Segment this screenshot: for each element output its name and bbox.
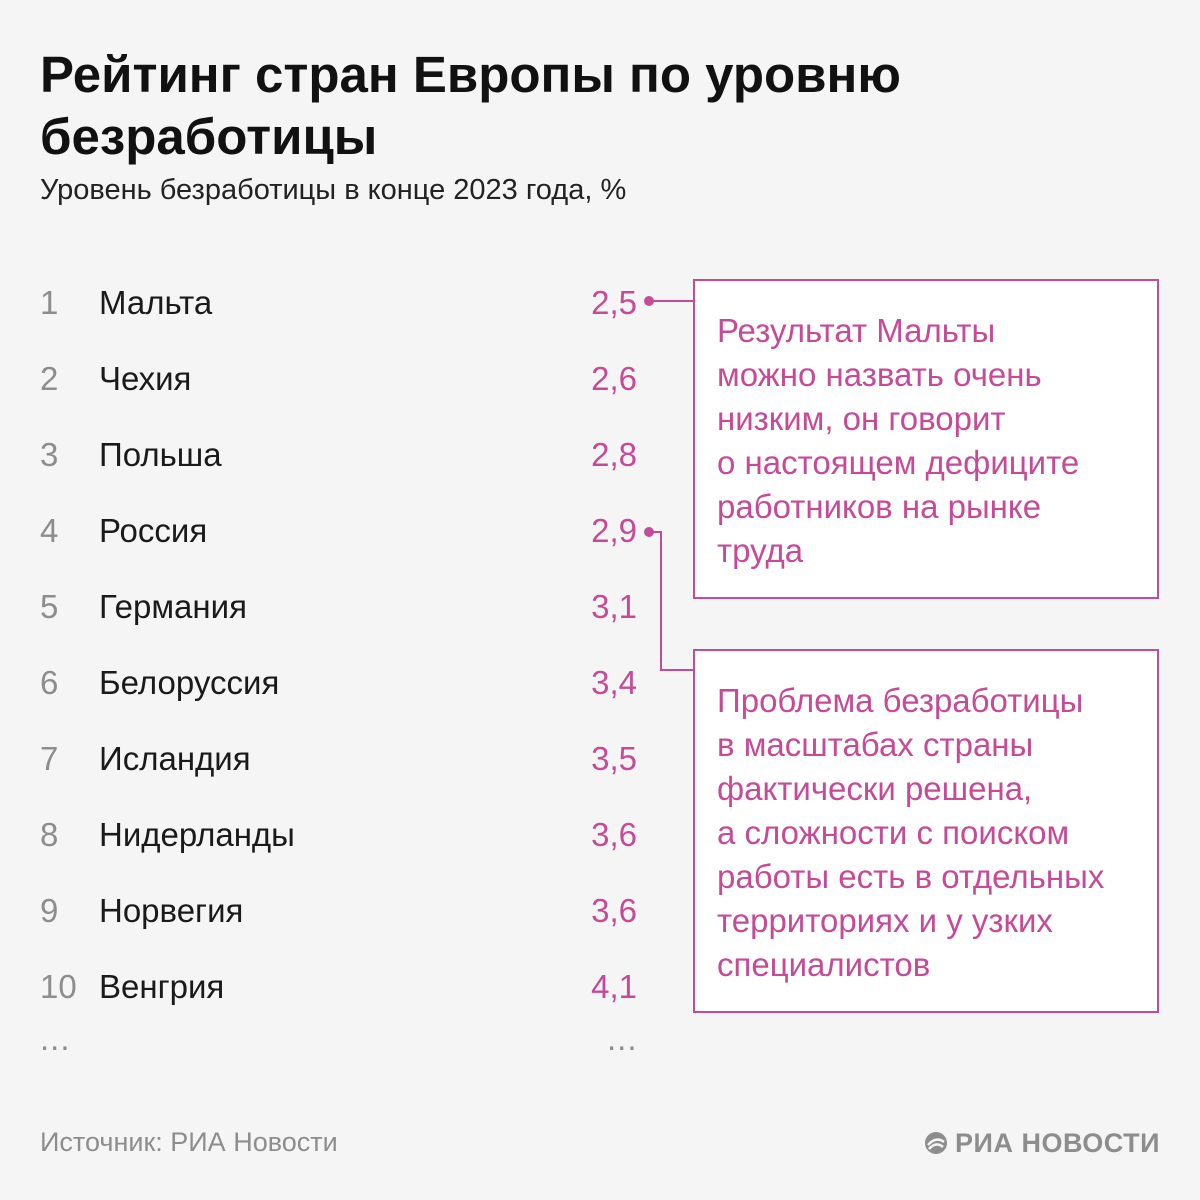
table-row: 4 Россия 2,9 [0, 512, 660, 552]
value-label: 3,1 [591, 588, 637, 625]
value-label: 3,6 [591, 892, 637, 929]
rank-label: 8 [40, 816, 59, 853]
callout-line: низким, он говорит [717, 400, 1006, 437]
callout-russia: Проблема безработицы в масштабах страны фа… [693, 649, 1159, 1013]
ria-logo-icon [925, 1132, 948, 1154]
country-label: Россия [99, 512, 208, 549]
table-row: 9 Норвегия 3,6 [0, 892, 660, 932]
value-label: 3,6 [591, 816, 637, 853]
callout-line: о настоящем дефиците [717, 444, 1080, 481]
table-row: 6 Белоруссия 3,4 [0, 664, 660, 704]
table-row: 3 Польша 2,8 [0, 436, 660, 476]
ria-logo-text: РИА НОВОСТИ [955, 1127, 1160, 1158]
chart-title: Рейтинг стран Европы по уровню безработи… [40, 46, 901, 165]
country-label: Польша [99, 436, 222, 473]
callout-line: Результат Мальты [717, 312, 996, 349]
callout-malta-text: Результат Мальты можно назвать очень низки… [717, 309, 1135, 573]
table-row: 5 Германия 3,1 [0, 588, 660, 628]
value-label: 4,1 [591, 968, 637, 1005]
callout-malta: Результат Мальты можно назвать очень низки… [693, 279, 1159, 599]
callout-line: специалистов [717, 946, 931, 983]
value-label: 2,6 [591, 360, 637, 397]
rank-label: 2 [40, 360, 59, 397]
value-label: 2,5 [591, 284, 637, 321]
callout-line: Проблема безработицы [717, 682, 1084, 719]
table-row: 7 Исландия 3,5 [0, 740, 660, 780]
rank-label: 9 [40, 892, 59, 929]
ria-logo: РИА НОВОСТИ [923, 1126, 1160, 1160]
rank-label: 3 [40, 436, 59, 473]
value-label: 2,8 [591, 436, 637, 473]
country-label: Норвегия [99, 892, 244, 929]
callout-russia-text: Проблема безработицы в масштабах страны фа… [717, 679, 1135, 987]
rank-label: 7 [40, 740, 59, 777]
value-label: 3,5 [591, 740, 637, 777]
value-ellipsis: ... [607, 1020, 638, 1057]
rank-label: 10 [40, 968, 77, 1005]
callout-line: работников на рынке [717, 488, 1042, 525]
callout-line: фактически решена, [717, 770, 1033, 807]
value-label: 3,4 [591, 664, 637, 701]
rank-label: 1 [40, 284, 59, 321]
source-note: Источник: РИА Новости [40, 1127, 338, 1157]
value-label: 2,9 [591, 512, 637, 549]
callout-line: территориях и у узких [717, 902, 1053, 939]
table-row: 8 Нидерланды 3,6 [0, 816, 660, 856]
rank-ellipsis: ... [40, 1020, 71, 1057]
rank-label: 4 [40, 512, 59, 549]
table-row: 2 Чехия 2,6 [0, 360, 660, 400]
callout-line: работы есть в отдельных [717, 858, 1105, 895]
callout-line: можно назвать очень [717, 356, 1042, 393]
country-label: Исландия [99, 740, 251, 777]
rank-label: 6 [40, 664, 59, 701]
callout-line: в масштабах страны [717, 726, 1034, 763]
chart-subtitle: Уровень безработицы в конце 2023 года, % [40, 174, 627, 206]
country-label: Германия [99, 588, 247, 625]
country-label: Мальта [99, 284, 213, 321]
rank-label: 5 [40, 588, 59, 625]
table-row: 1 Мальта 2,5 [0, 284, 660, 324]
callout-line: а сложности с поиском [717, 814, 1070, 851]
country-label: Нидерланды [99, 816, 295, 853]
callout-line-russia [649, 531, 693, 671]
table-row: 10 Венгрия 4,1 [0, 968, 660, 1008]
country-label: Венгрия [99, 968, 225, 1005]
country-label: Белоруссия [99, 664, 280, 701]
country-label: Чехия [99, 360, 192, 397]
callout-line: труда [717, 532, 804, 569]
